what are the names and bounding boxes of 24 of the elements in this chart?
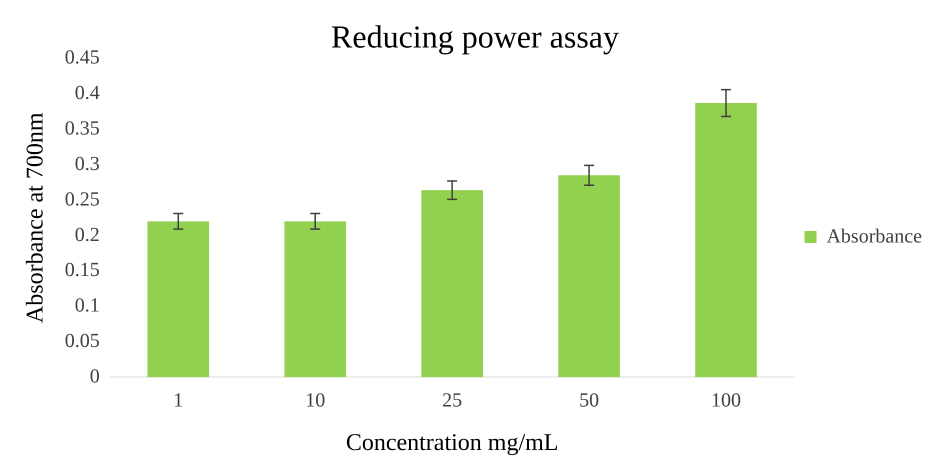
x-tick-label: 25 bbox=[442, 389, 462, 412]
y-tick-label: 0.3 bbox=[74, 152, 100, 175]
y-tick-label: 0.4 bbox=[74, 82, 100, 104]
y-tick-label: 0.15 bbox=[64, 259, 100, 282]
y-tick-label: 0 bbox=[90, 365, 100, 388]
x-tick-label: 50 bbox=[579, 389, 600, 412]
bar bbox=[284, 221, 346, 378]
bar bbox=[695, 103, 757, 378]
y-tick-label: 0.25 bbox=[64, 188, 100, 210]
chart-title: Reducing power assay bbox=[331, 18, 619, 55]
bar bbox=[147, 221, 210, 378]
y-tick-label: 0.35 bbox=[64, 117, 100, 140]
y-tick-label: 0.1 bbox=[74, 294, 100, 317]
legend-label: Absorbance bbox=[826, 225, 922, 248]
y-tick-label: 0.05 bbox=[64, 330, 100, 352]
x-axis-title: Concentration mg/mL bbox=[346, 430, 558, 456]
y-tick-label: 0.45 bbox=[64, 46, 100, 69]
x-tick-label: 1 bbox=[173, 389, 184, 412]
x-tick-label: 10 bbox=[305, 389, 326, 412]
y-tick-label: 0.2 bbox=[74, 224, 100, 246]
x-tick-label: 100 bbox=[711, 389, 742, 412]
y-axis-title: Absorbance at 700nm bbox=[22, 112, 49, 324]
bar bbox=[558, 175, 620, 378]
bar bbox=[421, 190, 483, 378]
